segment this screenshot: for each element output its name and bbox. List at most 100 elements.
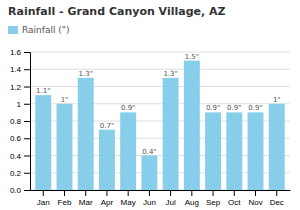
data-label: 1.1" (36, 87, 50, 95)
y-tick: 0.4 (10, 152, 30, 161)
bars (35, 61, 284, 190)
y-axis-line (24, 53, 31, 191)
x-tick-label: Nov (248, 198, 262, 207)
y-tick-mark (24, 190, 30, 191)
y-tick-label: 0.6 (10, 134, 22, 143)
bar (35, 95, 51, 190)
x-tick-mark (276, 190, 277, 196)
x-tick: Feb (58, 190, 72, 207)
x-tick: Nov (248, 190, 262, 207)
x-axis-line (31, 190, 291, 191)
data-label: 1.5" (185, 53, 199, 61)
data-label: 1" (61, 96, 69, 104)
bar (163, 78, 179, 190)
data-label: 0.9" (248, 104, 262, 112)
x-tick-label: May (121, 198, 136, 207)
x-tick: Aug (185, 190, 199, 207)
x-tick-mark (85, 190, 86, 196)
x-tick-mark (106, 190, 107, 196)
chart-container: Rainfall - Grand Canyon Village, AZ Jan Fe… (0, 0, 300, 210)
y-tick: 1.4 (10, 65, 30, 74)
bar (226, 112, 242, 190)
y-tick-label: 0.4 (10, 152, 22, 161)
y-tick-mark (24, 69, 30, 70)
x-tick-mark (43, 190, 44, 196)
x-tick-mark (255, 190, 256, 196)
grid (30, 52, 290, 190)
x-tick: Jun (143, 190, 156, 207)
bar (248, 112, 264, 190)
bar (99, 130, 115, 190)
y-tick: 0.2 (10, 169, 30, 178)
x-tick: Oct (228, 190, 241, 207)
y-tick-mark (24, 121, 30, 122)
x-tick: Jul (165, 190, 175, 207)
y-tick: 0.6 (10, 134, 30, 143)
x-tick-label: Jan (37, 198, 50, 207)
x-tick: Dec (270, 190, 284, 207)
y-tick-label: 1.6 (10, 48, 22, 57)
grid-line (30, 52, 290, 53)
x-tick-label: Mar (79, 198, 93, 207)
legend-label: Rainfall (") (22, 25, 69, 35)
x-tick-mark (191, 190, 192, 196)
y-tick: 1.6 (10, 48, 30, 57)
x-tick-label: Feb (58, 198, 72, 207)
grid-line (30, 86, 290, 87)
x-tick-label: Apr (101, 198, 114, 207)
data-label: 0.4" (142, 148, 156, 156)
x-tick-label: Dec (270, 198, 284, 207)
y-tick-label: 1.2 (10, 83, 22, 92)
legend-item: Rainfall (") (8, 25, 69, 35)
y-tick: 1.2 (10, 83, 30, 92)
y-tick-mark (24, 52, 30, 53)
y-tick-label: 0.0 (10, 186, 22, 195)
data-labels: 1.1"1"1.3"0.7"0.9"0.4"1.3"1.5"0.9"0.9"0.… (36, 53, 280, 156)
x-tick: Apr (101, 190, 114, 207)
bar (120, 112, 136, 190)
y-tick-mark (24, 87, 30, 88)
y-tick-mark (24, 173, 30, 174)
y-tick-label: 1.4 (10, 65, 22, 74)
x-tick-mark (149, 190, 150, 196)
legend-swatch (8, 26, 18, 34)
x-tick-label: Sep (206, 198, 221, 207)
x-axis: Jan Feb Mar Apr May Jun Jul Aug Sep Oct Nov Dec (31, 190, 291, 207)
y-tick-label: 1 (17, 100, 22, 109)
x-tick-mark (213, 190, 214, 196)
y-tick: 0.0 (10, 186, 30, 195)
x-tick-mark (64, 190, 65, 196)
grid-line (30, 69, 290, 70)
x-tick: May (121, 190, 136, 207)
legend: Rainfall (") (8, 25, 69, 35)
x-tick-mark (170, 190, 171, 196)
y-tick-mark (24, 138, 30, 139)
y-tick-label: 0.2 (10, 169, 22, 178)
chart: Rainfall - Grand Canyon Village, AZ Jan Fe… (0, 0, 300, 210)
y-tick: 0.8 (10, 117, 30, 126)
y-tick-mark (24, 104, 30, 105)
y-axis: 0.0 0.2 0.4 0.6 0.8 1 1.2 1.4 1.6 (10, 48, 31, 195)
x-tick-label: Jun (143, 198, 156, 207)
y-tick-mark (24, 156, 30, 157)
title: Rainfall - Grand Canyon Village, AZ (8, 5, 226, 18)
plot: JanFebMarAprMayJunJulAugSepOctNovDec0.00… (10, 48, 291, 207)
x-tick-mark (128, 190, 129, 196)
data-label: 0.7" (100, 122, 114, 130)
bar (57, 104, 73, 190)
x-tick: Sep (206, 190, 221, 207)
x-tick-label: Jul (165, 198, 175, 207)
data-label: 1.3" (163, 70, 177, 78)
bar (184, 61, 200, 190)
x-tick: Mar (79, 190, 93, 207)
data-label: 0.9" (206, 104, 220, 112)
data-label: 0.9" (121, 104, 135, 112)
y-tick-label: 0.8 (10, 117, 22, 126)
x-tick-label: Oct (228, 198, 241, 207)
bar (205, 112, 221, 190)
bar (78, 78, 94, 190)
data-label: 0.9" (227, 104, 241, 112)
bar (269, 104, 285, 190)
y-tick: 1 (17, 100, 30, 109)
x-tick-mark (234, 190, 235, 196)
